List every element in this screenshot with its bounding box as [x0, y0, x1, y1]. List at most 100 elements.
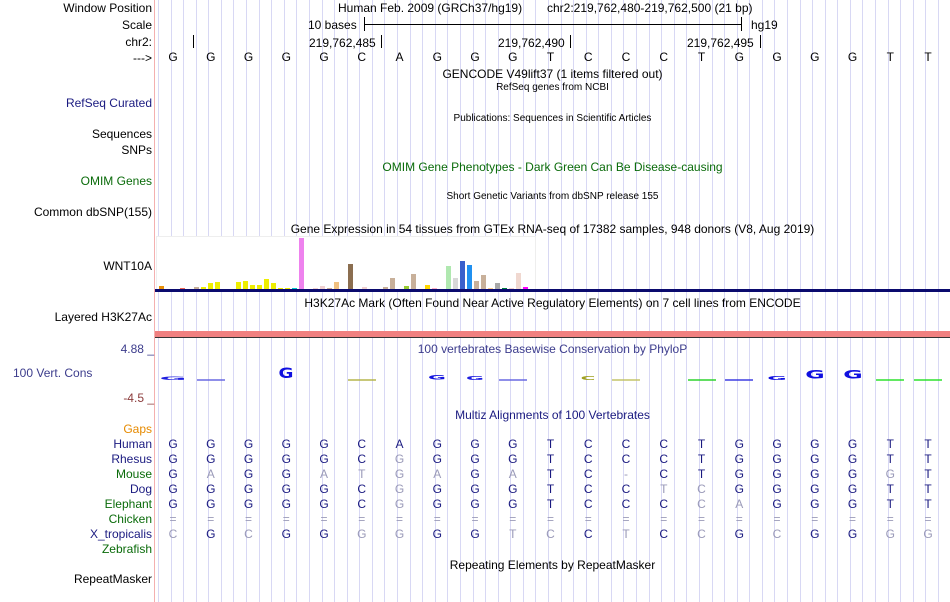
gtex-tissue-bar[interactable] — [404, 286, 409, 290]
gtex-tissue-bar[interactable] — [334, 282, 339, 290]
coord-tick-label: 219,762,490 — [498, 36, 565, 50]
snps-label[interactable]: SNPs — [121, 143, 152, 157]
alignment-base: G — [206, 497, 216, 511]
h3k27ac-signal-bar — [155, 331, 950, 337]
gtex-tissue-bar[interactable] — [383, 287, 388, 290]
gtex-tissue-bar[interactable] — [446, 265, 451, 290]
gtex-tissue-bar[interactable] — [460, 261, 465, 290]
alignment-base: C — [621, 437, 631, 451]
alignment-base: G — [734, 467, 744, 481]
coord-tick — [381, 35, 382, 48]
sequence-base: G — [168, 50, 178, 64]
gtex-tissue-bar[interactable] — [299, 238, 304, 290]
alignment-base: T — [924, 437, 932, 451]
alignment-base: G — [885, 527, 895, 541]
alignment-base: C — [659, 497, 669, 511]
alignment-base: G — [734, 527, 744, 541]
gtex-tissue-bar[interactable] — [292, 287, 297, 290]
alignment-base: G — [470, 527, 480, 541]
alignment-base: G — [508, 482, 518, 496]
gtex-tissue-bar[interactable] — [201, 287, 206, 290]
gencode-track-title[interactable]: GENCODE V49lift37 (1 items filtered out) — [442, 67, 663, 81]
h3k27ac-label[interactable]: Layered H3K27Ac — [54, 310, 152, 324]
alignment-base: G — [432, 482, 442, 496]
gtex-tissue-bar[interactable] — [523, 287, 528, 290]
conservation-letter: G — [159, 376, 187, 382]
alignment-base: T — [886, 437, 894, 451]
window-position-label: Window Position — [63, 1, 152, 15]
sequence-base: G — [734, 50, 744, 64]
gtex-bar-chart[interactable] — [156, 236, 536, 290]
gtex-tissue-bar[interactable] — [502, 287, 507, 290]
species-label[interactable]: Elephant — [104, 497, 152, 511]
gtex-tissue-bar[interactable] — [495, 282, 500, 290]
gtex-tissue-bar[interactable] — [481, 275, 486, 290]
gtex-tissue-bar[interactable] — [208, 282, 213, 290]
gtex-tissue-bar[interactable] — [425, 285, 430, 290]
coord-tick — [760, 35, 761, 48]
sequence-base: G — [243, 50, 254, 64]
sequence-base: T — [886, 50, 894, 64]
gtex-tissue-bar[interactable] — [257, 284, 262, 290]
alignment-base: = — [584, 512, 592, 526]
gtex-tissue-bar[interactable] — [313, 287, 318, 290]
gtex-tissue-bar[interactable] — [474, 280, 479, 290]
species-label[interactable]: Zebrafish — [101, 542, 152, 556]
species-label[interactable]: Human — [113, 437, 152, 451]
alignment-base: G — [508, 452, 518, 466]
gtex-tissue-bar[interactable] — [159, 286, 164, 290]
alignment-base: C — [357, 437, 367, 451]
alignment-base: G — [319, 482, 329, 496]
gtex-tissue-bar[interactable] — [250, 284, 255, 290]
alignment-base: G — [470, 497, 480, 511]
dbsnp-label[interactable]: Common dbSNP(155) — [33, 205, 152, 219]
alignment-base: A — [319, 467, 328, 481]
species-label[interactable]: Rhesus — [111, 452, 152, 466]
alignment-base: C — [168, 527, 178, 541]
alignment-base: G — [206, 452, 216, 466]
gtex-tissue-bar[interactable] — [467, 264, 472, 290]
alignment-base: C — [357, 497, 367, 511]
alignment-base: G — [319, 527, 329, 541]
cons-track-label[interactable]: 100 Vert. Cons — [13, 366, 93, 380]
species-label[interactable]: Mouse — [115, 467, 152, 481]
gtex-tissue-bar[interactable] — [236, 282, 241, 290]
gtex-tissue-bar[interactable] — [264, 279, 269, 290]
sequences-label[interactable]: Sequences — [91, 127, 152, 141]
species-label[interactable]: X_tropicalis — [89, 527, 152, 541]
repeatmasker-label[interactable]: RepeatMasker — [73, 572, 152, 586]
alignment-base: T — [697, 452, 706, 466]
alignment-base: C — [583, 452, 593, 466]
refseq-curated-label[interactable]: RefSeq Curated — [65, 96, 152, 110]
gtex-tissue-bar[interactable] — [215, 282, 220, 290]
gtex-tissue-bar[interactable] — [390, 277, 395, 290]
gtex-tissue-bar[interactable] — [320, 286, 325, 290]
alignment-base: T — [546, 482, 555, 496]
alignment-base: = — [207, 512, 215, 526]
gtex-tissue-bar[interactable] — [271, 282, 276, 290]
omim-genes-label[interactable]: OMIM Genes — [80, 174, 152, 188]
alignment-base: T — [924, 482, 932, 496]
gtex-tissue-bar[interactable] — [516, 273, 521, 290]
species-label[interactable]: Dog — [129, 482, 152, 496]
alignment-base: = — [622, 512, 630, 526]
alignment-base: T — [924, 497, 932, 511]
gtex-gene-label[interactable]: WNT10A — [103, 259, 152, 273]
gtex-tissue-bar[interactable] — [243, 281, 248, 290]
alignment-base: G — [470, 437, 480, 451]
strand-label[interactable]: ---> — [133, 51, 152, 65]
gtex-tissue-bar[interactable] — [194, 286, 199, 290]
gtex-tissue-bar[interactable] — [453, 277, 458, 290]
conservation-letter: G — [805, 368, 825, 382]
species-label[interactable]: Chicken — [108, 512, 152, 526]
alignment-base: G — [357, 527, 367, 541]
gtex-tissue-bar[interactable] — [362, 287, 367, 290]
alignment-base: G — [394, 467, 405, 481]
gtex-tissue-bar[interactable] — [411, 274, 416, 290]
gtex-tissue-bar[interactable] — [348, 264, 353, 290]
alignment-base: C — [659, 527, 669, 541]
alignment-base: G — [772, 437, 782, 451]
alignment-base: C — [546, 527, 555, 541]
alignment-base: = — [395, 512, 403, 526]
alignment-base: C — [621, 452, 631, 466]
